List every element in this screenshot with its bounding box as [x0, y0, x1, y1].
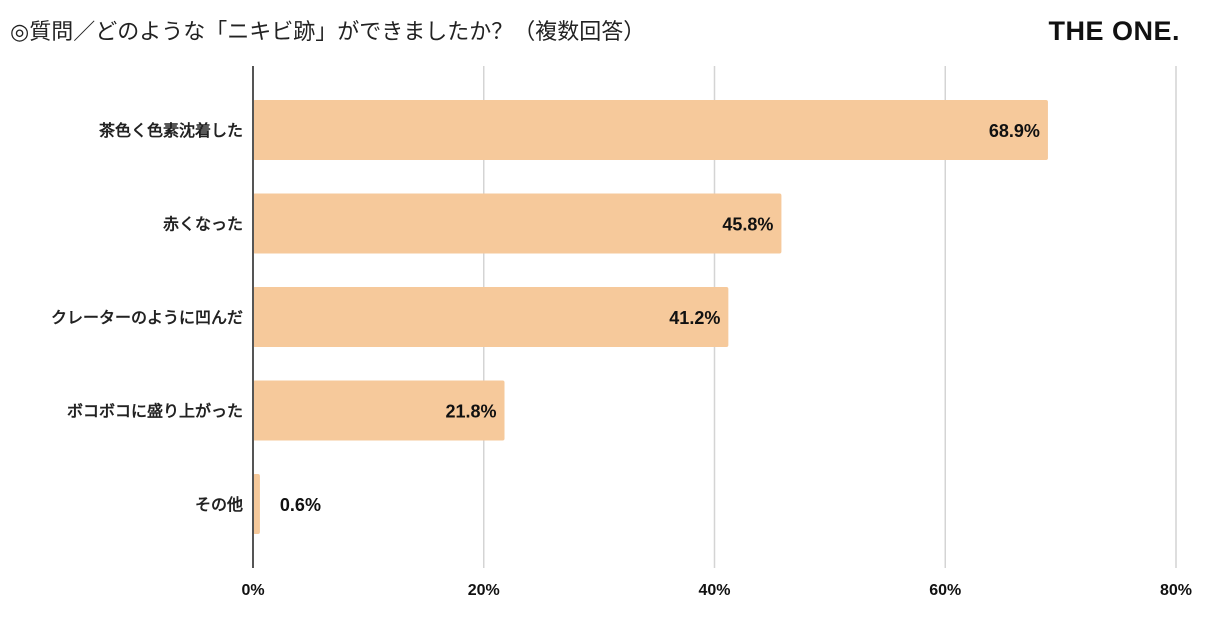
value-label-0: 68.9% [989, 121, 1040, 141]
bars [253, 100, 1048, 534]
x-tick-label-20: 20% [468, 582, 500, 599]
x-tick-labels: 0% 20% 40% 60% 80% [241, 582, 1192, 599]
bar-2 [253, 287, 729, 347]
bar-0 [253, 100, 1048, 160]
bar-3 [253, 380, 505, 441]
value-label-4: 0.6% [280, 495, 321, 515]
x-tick-label-0: 0% [241, 582, 264, 599]
bar-4 [253, 474, 260, 534]
category-label-1: 赤くなった [163, 215, 243, 234]
value-labels: 68.9% 45.8% 41.2% 21.8% 0.6% [280, 121, 1040, 515]
chart-title: ◎質問／どのような「ニキビ跡」ができましたか？（複数回答） [10, 20, 646, 45]
bar-1 [253, 193, 782, 254]
x-tick-label-40: 40% [698, 582, 730, 599]
x-tick-label-60: 60% [929, 582, 961, 599]
category-label-4: その他 [195, 495, 243, 514]
value-label-3: 21.8% [445, 402, 496, 422]
category-label-3: ボコボコに盛り上がった [67, 402, 243, 421]
value-label-2: 41.2% [669, 308, 720, 328]
value-label-1: 45.8% [722, 215, 773, 235]
category-label-0: 茶色く色素沈着した [98, 121, 243, 140]
brand-logo: THE ONE. [1048, 16, 1180, 46]
category-label-2: クレーターのように凹んだ [51, 308, 243, 327]
x-tick-label-80: 80% [1160, 582, 1192, 599]
